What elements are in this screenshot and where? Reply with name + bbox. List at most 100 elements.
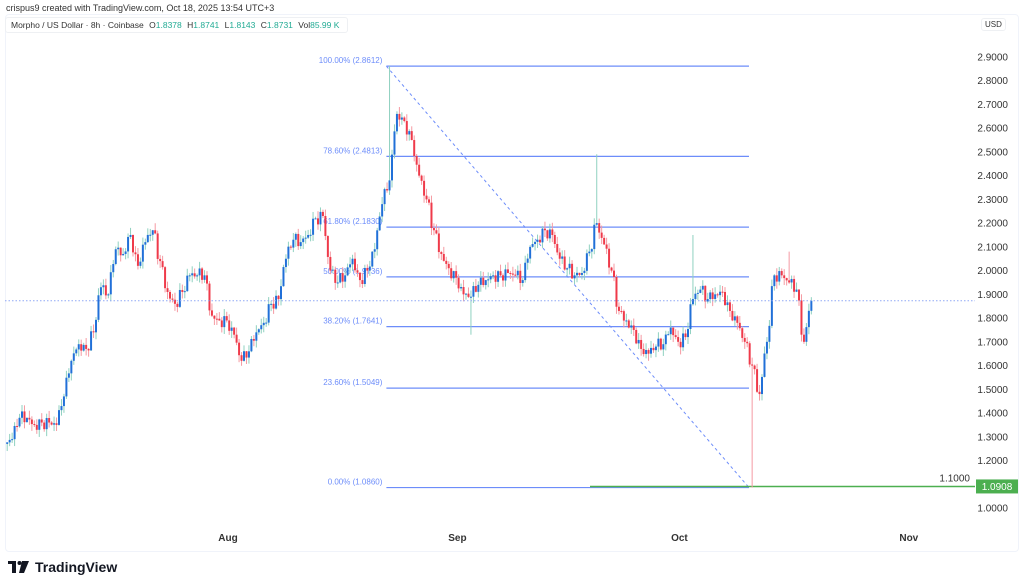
close-label: C bbox=[260, 20, 267, 30]
candle-body bbox=[709, 292, 712, 300]
candle-body bbox=[381, 204, 384, 217]
candle-body bbox=[292, 239, 295, 248]
candle-body bbox=[506, 269, 509, 273]
candle-body bbox=[230, 327, 233, 331]
candle-body bbox=[595, 223, 598, 225]
candle-body bbox=[144, 242, 147, 245]
candle-body bbox=[630, 325, 633, 328]
candle-body bbox=[124, 251, 127, 254]
candle-body bbox=[393, 131, 396, 155]
candle-body bbox=[432, 228, 435, 231]
candle-body bbox=[112, 264, 115, 273]
candle-body bbox=[201, 268, 204, 280]
candle-body bbox=[173, 299, 176, 304]
candle-body bbox=[610, 267, 613, 271]
candle-body bbox=[400, 117, 403, 120]
candle-body bbox=[75, 349, 78, 354]
candle-body bbox=[321, 211, 324, 216]
candle-body bbox=[627, 320, 630, 328]
candle-body bbox=[605, 244, 608, 249]
candle-body bbox=[257, 329, 260, 333]
candle-body bbox=[677, 337, 680, 342]
candle-body bbox=[600, 232, 603, 238]
candle-body bbox=[210, 310, 213, 316]
candle-body bbox=[267, 304, 270, 323]
candle-body bbox=[462, 287, 465, 295]
candle-body bbox=[583, 270, 586, 273]
candle-body bbox=[38, 419, 41, 430]
candle-body bbox=[109, 272, 112, 295]
candle-body bbox=[391, 154, 393, 181]
candle-body bbox=[82, 344, 85, 351]
candle-body bbox=[336, 282, 339, 284]
candle-body bbox=[738, 322, 741, 329]
close-number: 1.8731 bbox=[266, 20, 293, 30]
low-number: 1.8143 bbox=[229, 20, 256, 30]
candle-body bbox=[309, 234, 312, 236]
candle-body bbox=[684, 333, 687, 338]
candle-body bbox=[122, 253, 125, 256]
candle-body bbox=[11, 439, 14, 441]
candle-body bbox=[531, 244, 534, 247]
candle-body bbox=[632, 325, 635, 330]
candle-body bbox=[571, 263, 574, 279]
candle-body bbox=[502, 275, 504, 281]
candle-body bbox=[763, 353, 766, 377]
candle-body bbox=[657, 338, 660, 347]
candle-body bbox=[788, 280, 791, 283]
high-label: H bbox=[187, 20, 194, 30]
candle-body bbox=[699, 289, 702, 293]
candle-body bbox=[588, 251, 591, 254]
candle-body bbox=[235, 334, 238, 343]
fib-trend-line[interactable] bbox=[386, 65, 750, 488]
candle-body bbox=[334, 269, 337, 283]
candle-body bbox=[460, 287, 463, 289]
candle-body bbox=[440, 252, 443, 254]
candle-body bbox=[598, 223, 601, 233]
candle-body bbox=[810, 300, 813, 311]
candle-body bbox=[452, 271, 455, 279]
candle-body bbox=[664, 334, 667, 345]
candle-body bbox=[107, 294, 110, 296]
candle-body bbox=[287, 246, 290, 259]
candle-body bbox=[223, 316, 226, 328]
candle-body bbox=[578, 272, 581, 275]
candle-body bbox=[746, 341, 749, 344]
candle-body bbox=[423, 180, 426, 196]
candle-body bbox=[169, 291, 171, 299]
candle-body bbox=[455, 271, 458, 278]
candle-body bbox=[48, 418, 51, 423]
candle-body bbox=[546, 230, 549, 239]
candle-body bbox=[275, 295, 278, 309]
candle-body bbox=[563, 256, 566, 270]
candle-body bbox=[733, 316, 736, 321]
candle-body bbox=[129, 234, 132, 237]
candle-body bbox=[206, 275, 208, 284]
candle-body bbox=[294, 233, 297, 240]
y-tick-label: 1.8000 bbox=[977, 314, 1008, 325]
candle-body bbox=[420, 175, 423, 181]
candle-body bbox=[164, 267, 167, 289]
candle-body bbox=[654, 346, 657, 351]
symbol-title[interactable]: Morpho / US Dollar · 8h · Coinbase bbox=[11, 20, 144, 30]
open-number: 1.8378 bbox=[155, 20, 182, 30]
candle-body bbox=[233, 327, 236, 335]
candle-body bbox=[716, 294, 719, 296]
candle-body bbox=[289, 246, 292, 248]
candle-body bbox=[756, 369, 759, 392]
candle-body bbox=[119, 247, 122, 256]
currency-label[interactable]: USD bbox=[981, 18, 1006, 31]
candle-body bbox=[183, 291, 186, 293]
x-tick-label: Aug bbox=[218, 533, 237, 544]
price-line-label-bg bbox=[976, 479, 1018, 494]
candle-body bbox=[378, 216, 381, 231]
candle-body bbox=[262, 322, 265, 326]
candle-body bbox=[736, 316, 739, 323]
candle-body bbox=[484, 280, 487, 286]
candle-body bbox=[405, 121, 408, 135]
candle-body bbox=[640, 339, 643, 349]
candle-body bbox=[203, 275, 206, 280]
candle-body bbox=[435, 230, 438, 234]
candle-body bbox=[307, 234, 310, 238]
